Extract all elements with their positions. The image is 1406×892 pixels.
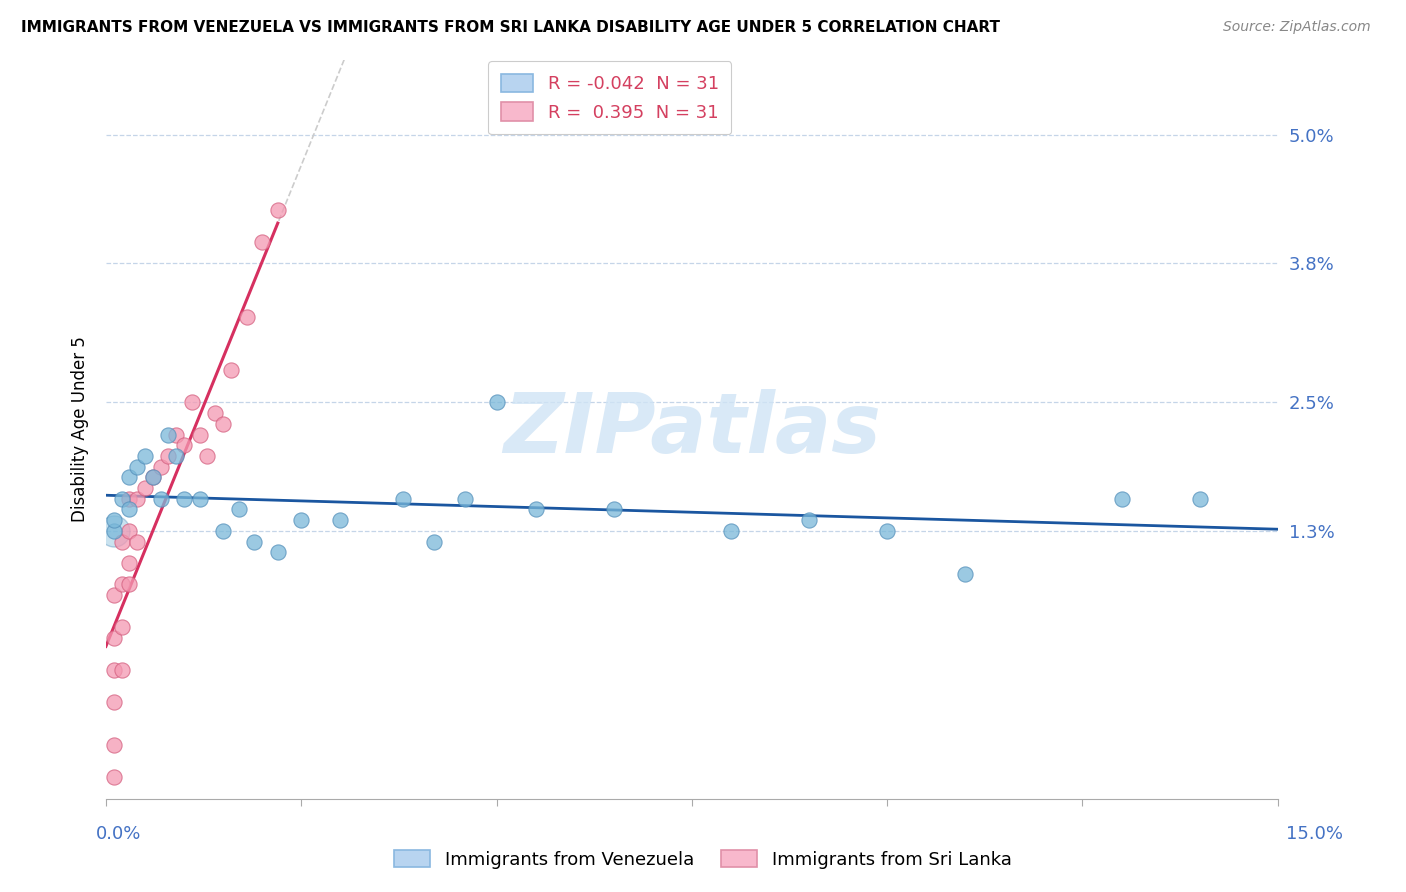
Point (228, 502, 250, 516)
Point (134, 449, 156, 463)
Text: Source: ZipAtlas.com: Source: ZipAtlas.com (1223, 20, 1371, 34)
Text: 0.0%: 0.0% (96, 825, 141, 843)
Point (103, 524, 125, 538)
Point (188, 427, 211, 442)
Point (103, 524, 125, 538)
Text: 15.0%: 15.0% (1285, 825, 1343, 843)
Text: ZIPatlas: ZIPatlas (503, 389, 880, 470)
Legend: Immigrants from Venezuela, Immigrants from Sri Lanka: Immigrants from Venezuela, Immigrants fr… (387, 843, 1019, 876)
Point (118, 491, 141, 506)
Point (134, 481, 156, 495)
Point (250, 235, 273, 249)
Point (103, 588, 125, 602)
Point (118, 556, 141, 570)
Point (110, 577, 132, 591)
Point (142, 470, 165, 484)
Point (103, 695, 125, 709)
Point (118, 502, 141, 516)
Point (103, 631, 125, 645)
Point (157, 427, 180, 442)
Point (180, 395, 202, 409)
Point (524, 502, 547, 516)
Point (204, 406, 226, 420)
Point (1188, 491, 1211, 506)
Legend: R = -0.042  N = 31, R =  0.395  N = 31: R = -0.042 N = 31, R = 0.395 N = 31 (488, 62, 731, 134)
Point (391, 491, 413, 506)
Point (110, 620, 132, 634)
Point (188, 491, 211, 506)
Point (797, 513, 820, 527)
Point (110, 534, 132, 549)
Point (149, 459, 172, 474)
Point (1111, 491, 1133, 506)
Point (142, 470, 165, 484)
Point (103, 663, 125, 677)
Point (602, 502, 624, 516)
Point (165, 427, 187, 442)
Point (876, 524, 898, 538)
Point (127, 534, 149, 549)
Point (197, 449, 219, 463)
Point (219, 363, 242, 377)
Point (118, 577, 141, 591)
Point (127, 491, 149, 506)
Point (118, 524, 141, 538)
Point (103, 770, 125, 784)
Point (165, 449, 187, 463)
Point (329, 513, 352, 527)
Text: IMMIGRANTS FROM VENEZUELA VS IMMIGRANTS FROM SRI LANKA DISABILITY AGE UNDER 5 CO: IMMIGRANTS FROM VENEZUELA VS IMMIGRANTS … (21, 20, 1000, 35)
Point (267, 545, 290, 559)
Point (157, 449, 180, 463)
Point (485, 395, 508, 409)
Point (110, 491, 132, 506)
Y-axis label: Disability Age Under 5: Disability Age Under 5 (72, 336, 89, 522)
Point (103, 738, 125, 752)
Point (720, 524, 742, 538)
Point (103, 513, 125, 527)
Point (290, 513, 312, 527)
Point (118, 470, 141, 484)
Point (267, 202, 290, 217)
Point (173, 438, 195, 452)
Point (212, 417, 235, 431)
Point (127, 459, 149, 474)
Point (423, 534, 446, 549)
Point (955, 566, 977, 581)
Point (454, 491, 477, 506)
Point (243, 534, 266, 549)
Point (212, 524, 235, 538)
Point (173, 491, 195, 506)
Point (149, 491, 172, 506)
Point (110, 663, 132, 677)
Point (235, 310, 257, 324)
